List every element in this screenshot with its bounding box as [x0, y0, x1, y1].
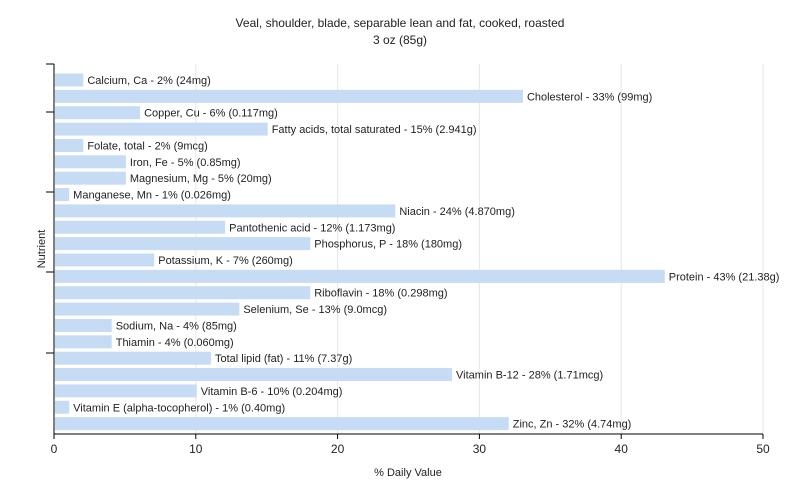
x-axis-title: % Daily Value: [374, 467, 442, 479]
bar-label: Thiamin - 4% (0.060mg): [116, 337, 234, 349]
bar: [55, 417, 509, 431]
bar-label: Vitamin B-12 - 28% (1.71mcg): [456, 370, 603, 382]
bar: [55, 253, 155, 267]
bar: [55, 400, 70, 414]
bar-label: Fatty acids, total saturated - 15% (2.94…: [272, 124, 477, 136]
bar: [55, 122, 268, 136]
bar-label: Riboflavin - 18% (0.298mg): [314, 288, 447, 300]
bar-label: Iron, Fe - 5% (0.85mg): [130, 157, 241, 169]
bar-label: Folate, total - 2% (9mcg): [87, 140, 207, 152]
bar: [55, 155, 126, 169]
bar-label: Vitamin E (alpha-tocopherol) - 1% (0.40m…: [73, 402, 285, 414]
bar: [55, 171, 126, 185]
x-tick-label: 50: [756, 442, 770, 456]
bar: [55, 351, 211, 365]
bar-label: Cholesterol - 33% (99mg): [527, 91, 652, 103]
bar: [55, 89, 523, 103]
bar: [55, 188, 70, 202]
bar: [55, 220, 226, 234]
bar: [55, 384, 197, 398]
bar-label: Sodium, Na - 4% (85mg): [116, 320, 237, 332]
x-tick-label: 30: [473, 442, 487, 456]
bar: [55, 269, 665, 283]
x-tick-label: 20: [331, 442, 345, 456]
x-tick-label: 0: [51, 442, 58, 456]
bar: [55, 73, 84, 87]
bar: [55, 318, 112, 332]
bar: [55, 335, 112, 349]
bar-label: Protein - 43% (21.38g): [669, 271, 780, 283]
bar-label: Niacin - 24% (4.870mg): [399, 206, 515, 218]
bar-label: Zinc, Zn - 32% (4.74mg): [513, 419, 632, 431]
bar-label: Copper, Cu - 6% (0.117mg): [144, 108, 278, 120]
chart-title: Veal, shoulder, blade, separable lean an…: [236, 16, 565, 30]
bar-label: Pantothenic acid - 12% (1.173mg): [229, 222, 395, 234]
bar: [55, 204, 396, 218]
bars-group: Calcium, Ca - 2% (24mg) Cholesterol - 33%…: [55, 73, 780, 431]
bar-label: Magnesium, Mg - 5% (20mg): [130, 173, 272, 185]
bar: [55, 106, 141, 120]
x-tick-label: 10: [189, 442, 203, 456]
bar: [55, 286, 311, 300]
bar-label: Vitamin B-6 - 10% (0.204mg): [201, 386, 343, 398]
bar-label: Phosphorus, P - 18% (180mg): [314, 239, 462, 251]
bar: [55, 302, 240, 316]
axes-group: 0 10 20 30 40 50: [46, 63, 770, 456]
x-tick-label: 40: [615, 442, 629, 456]
bar-label: Total lipid (fat) - 11% (7.37g): [215, 353, 352, 365]
bar-label: Selenium, Se - 13% (9.0mcg): [243, 304, 387, 316]
bar: [55, 138, 84, 152]
bar: [55, 237, 311, 251]
chart-subtitle: 3 oz (85g): [373, 33, 427, 47]
y-axis-title: Nutrient: [36, 230, 48, 269]
bar-label: Potassium, K - 7% (260mg): [158, 255, 293, 267]
bar-label: Calcium, Ca - 2% (24mg): [87, 75, 210, 87]
bar-label: Manganese, Mn - 1% (0.026mg): [73, 190, 231, 202]
bar: [55, 368, 453, 382]
